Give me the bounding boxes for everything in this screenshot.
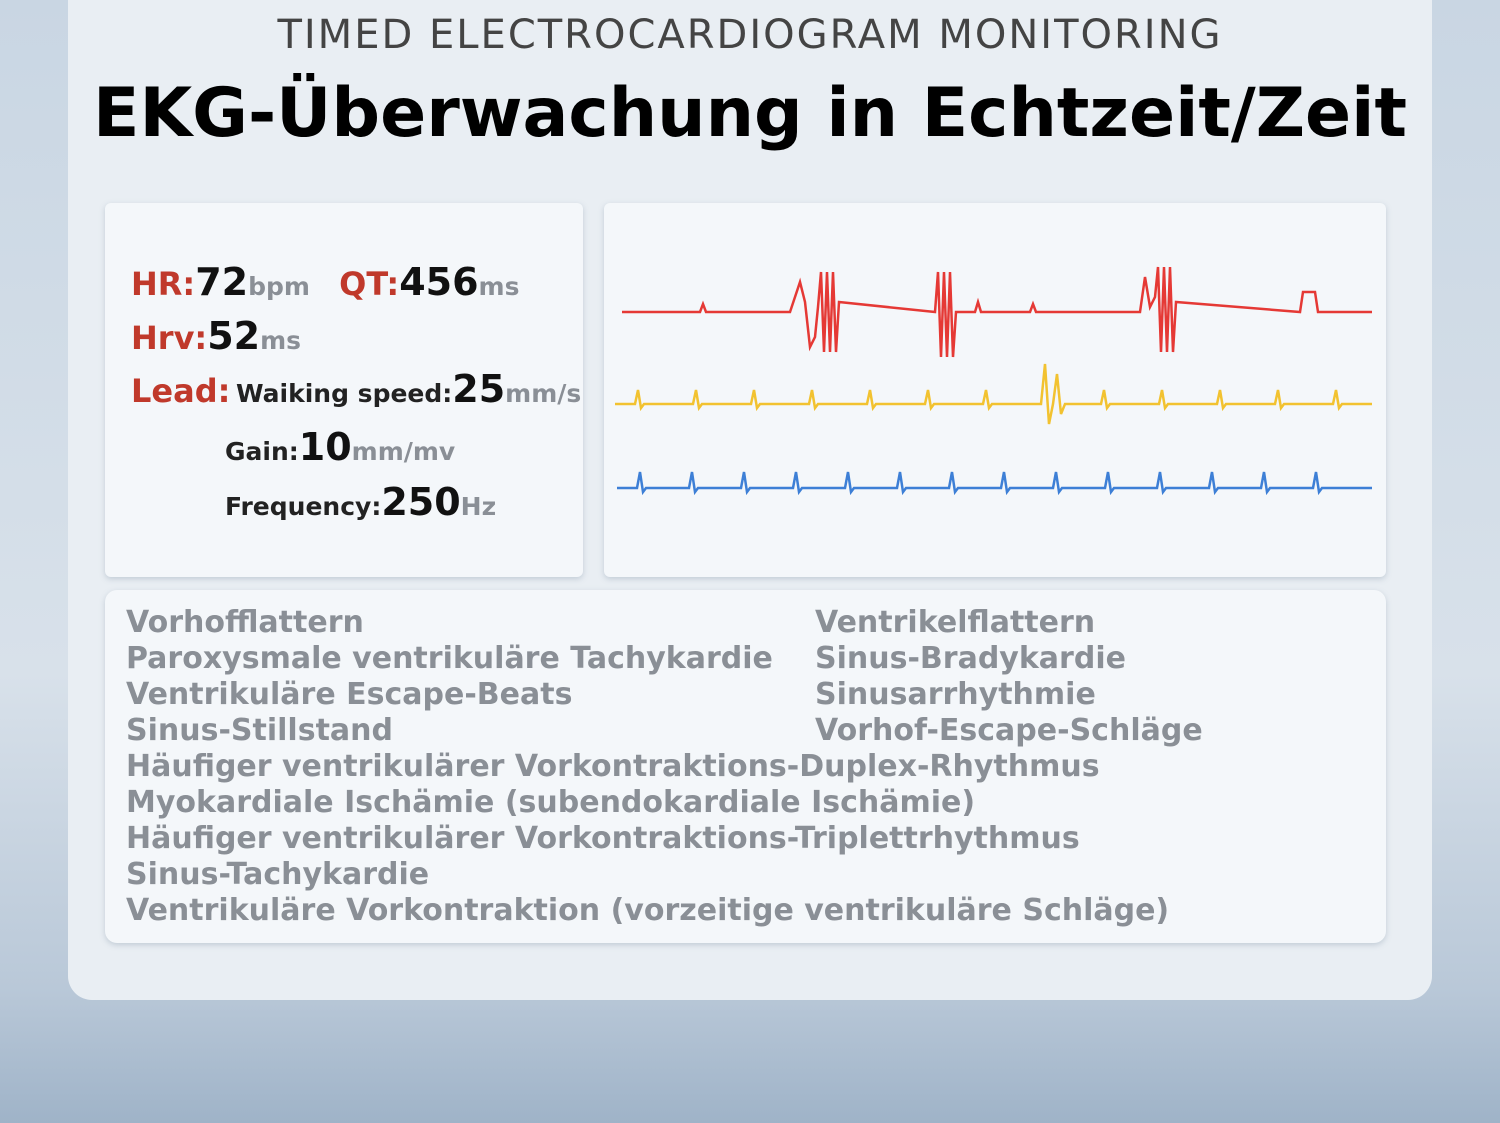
condition: Paroxysmale ventrikuläre Tachykardie xyxy=(126,641,773,676)
condition: Häufiger ventrikulärer Vorkontraktions-D… xyxy=(126,749,1100,784)
label: Gain: xyxy=(225,437,299,466)
condition: Vorhof-Escape-Schläge xyxy=(815,713,1203,748)
ecg-wave-yellow xyxy=(615,363,1372,425)
unit: ms xyxy=(260,326,302,355)
unit: ms xyxy=(478,272,520,301)
unit: mm/s xyxy=(505,379,582,408)
condition: Sinusarrhythmie xyxy=(815,677,1096,712)
label: QT: xyxy=(339,265,400,303)
ecg-wave-blue xyxy=(617,471,1372,496)
label: HR: xyxy=(131,265,196,303)
label: Lead: xyxy=(131,372,231,410)
value: 72 xyxy=(195,260,249,304)
condition: Ventrikuläre Vorkontraktion (vorzeitige … xyxy=(126,893,1170,928)
title: EKG-Überwachung in Echtzeit/Zeit xyxy=(93,74,1407,153)
metric-row: Hrv:52ms xyxy=(131,314,301,358)
label: Hrv: xyxy=(131,319,208,357)
condition: Sinus-Bradykardie xyxy=(815,641,1126,676)
metrics-panel xyxy=(105,203,583,577)
label: Frequency: xyxy=(225,492,382,521)
condition: Ventrikuläre Escape-Beats xyxy=(126,677,573,712)
value: 25 xyxy=(452,367,506,411)
value: 10 xyxy=(298,425,352,469)
condition: Sinus-Stillstand xyxy=(126,713,393,748)
unit: bpm xyxy=(248,272,310,301)
metric-row: Lead: Waiking speed:25mm/s xyxy=(131,367,581,411)
label: Waiking speed: xyxy=(235,379,453,408)
unit: Hz xyxy=(460,492,497,521)
conditions-panel xyxy=(105,590,1386,943)
value: 52 xyxy=(207,314,261,358)
ecg-waves xyxy=(615,266,1372,496)
condition: Ventrikelflattern xyxy=(815,605,1096,640)
value: 456 xyxy=(399,260,479,304)
metric-row: Frequency:250Hz xyxy=(225,480,496,524)
subtitle: TIMED ELECTROCARDIOGRAM MONITORING xyxy=(277,12,1223,58)
condition: Myokardiale Ischämie (subendokardiale Is… xyxy=(126,785,976,820)
condition: Sinus-Tachykardie xyxy=(126,857,430,892)
ecg-wave-red xyxy=(622,266,1372,358)
metric-row: HR:72bpm QT:456ms xyxy=(131,260,519,304)
metric-row: Gain:10mm/mv xyxy=(225,425,455,469)
value: 250 xyxy=(381,480,461,524)
ecg-panel xyxy=(604,203,1386,577)
condition: Vorhofflattern xyxy=(126,605,364,640)
unit: mm/mv xyxy=(351,437,456,466)
condition: Häufiger ventrikulärer Vorkontraktions-T… xyxy=(126,821,1080,856)
